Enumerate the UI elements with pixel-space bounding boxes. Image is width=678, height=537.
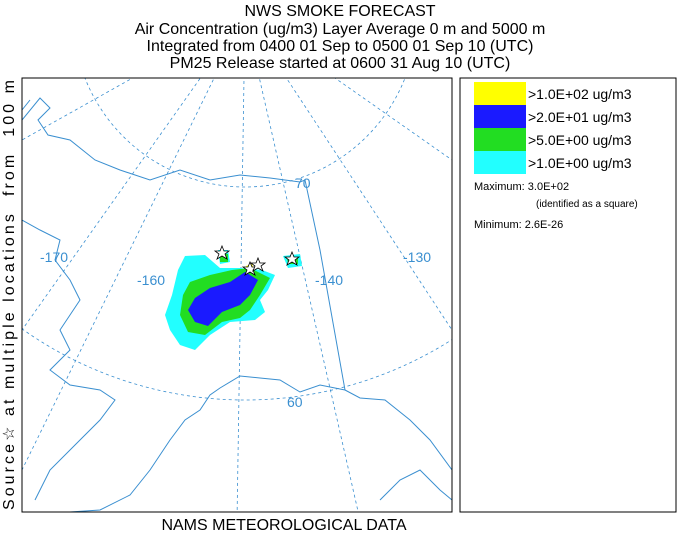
legend-swatch — [474, 151, 526, 174]
legend-label: >1.0E+00 ug/m3 — [528, 155, 632, 171]
minimum: Minimum: 2.6E-26 — [474, 219, 563, 231]
maximum: Maximum: 3.0E+02 — [474, 181, 569, 193]
source-markers — [213, 244, 301, 276]
map: -170 -160 -140 -130 70 60 — [22, 78, 452, 512]
coastline — [22, 97, 452, 512]
legend-frame — [459, 77, 677, 513]
concentration-area — [188, 272, 258, 326]
legend-swatch — [474, 82, 526, 105]
title: NWS SMOKE FORECAST — [244, 3, 435, 20]
maximum-note: (identified as a square) — [536, 199, 638, 210]
subtitle: PM25 Release started at 0600 31 Aug 10 (… — [170, 55, 511, 72]
footer: NAMS METEOROLOGICAL DATA — [161, 517, 406, 532]
side-label: Source☆ at multiple locations from 100 m — [1, 80, 18, 510]
map-frame — [21, 77, 453, 513]
lat-label: 70 — [295, 175, 311, 191]
legend-swatch — [474, 128, 526, 151]
lon-label: -170 — [40, 249, 68, 265]
meridian — [22, 78, 452, 512]
subtitle: Integrated from 0400 01 Sep to 0500 01 S… — [147, 38, 534, 55]
smoke-plume — [165, 250, 302, 350]
lat-label: 60 — [287, 394, 303, 410]
lon-label: -160 — [137, 272, 165, 288]
legend-label: >1.0E+02 ug/m3 — [528, 86, 632, 102]
legend-label: >2.0E+01 ug/m3 — [528, 109, 632, 125]
legend-swatch — [474, 105, 526, 128]
legend-label: >5.0E+00 ug/m3 — [528, 132, 632, 148]
lon-label: -130 — [403, 249, 431, 265]
latitude-line — [84, 78, 406, 188]
subtitle: Air Concentration (ug/m3) Layer Average … — [135, 21, 546, 38]
legend: Maximum: 3.0E+02 (identified as a square… — [474, 82, 638, 231]
lon-label: -140 — [315, 272, 343, 288]
